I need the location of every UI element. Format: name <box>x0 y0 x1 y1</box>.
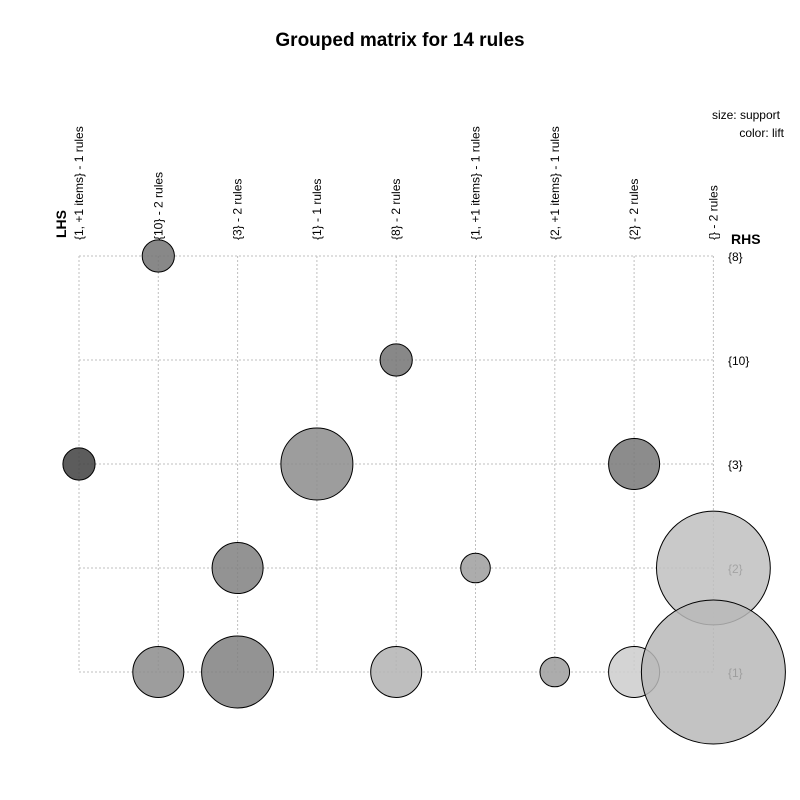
rule-bubble <box>132 646 185 698</box>
rule-bubble <box>62 447 96 481</box>
lhs-tick-label: {8} - 2 rules <box>389 179 403 240</box>
rhs-tick-label: {10} <box>728 354 749 368</box>
rule-bubble <box>379 343 413 377</box>
bubbles <box>62 239 786 745</box>
lhs-tick-label: {10} - 2 rules <box>151 172 165 240</box>
legend-color: color: lift <box>739 126 784 140</box>
rhs-tick-label: {3} <box>728 458 743 472</box>
rhs-tick-label: {8} <box>728 250 743 264</box>
lhs-tick-label: {2} - 2 rules <box>627 179 641 240</box>
legend-size: size: support <box>712 108 781 122</box>
rule-bubble <box>280 427 354 501</box>
lhs-tick-label: {2, +1 items} - 1 rules <box>548 126 562 240</box>
rule-bubble <box>608 438 661 490</box>
lhs-tick-label: {1, +1 items} - 1 rules <box>469 126 483 240</box>
rule-bubble <box>539 656 571 688</box>
rule-bubble <box>370 646 423 698</box>
lhs-tick-label: {3} - 2 rules <box>231 179 245 240</box>
lhs-tick-label: {} - 2 rules <box>706 185 720 240</box>
rule-bubble <box>211 542 264 594</box>
rule-bubble <box>141 239 175 273</box>
lhs-tick-labels: {1, +1 items} - 1 rules {10} - 2 rules {3}… <box>72 126 720 240</box>
rule-bubble <box>201 635 275 709</box>
chart-title: Grouped matrix for 14 rules <box>275 30 524 51</box>
lhs-axis-title: LHS <box>53 210 69 238</box>
lhs-tick-label: {1} - 1 rules <box>310 179 324 240</box>
lhs-tick-label: {1, +1 items} - 1 rules <box>72 126 86 240</box>
rule-bubble <box>640 599 786 745</box>
rule-bubble <box>460 552 491 584</box>
rhs-axis-title: RHS <box>731 231 761 247</box>
